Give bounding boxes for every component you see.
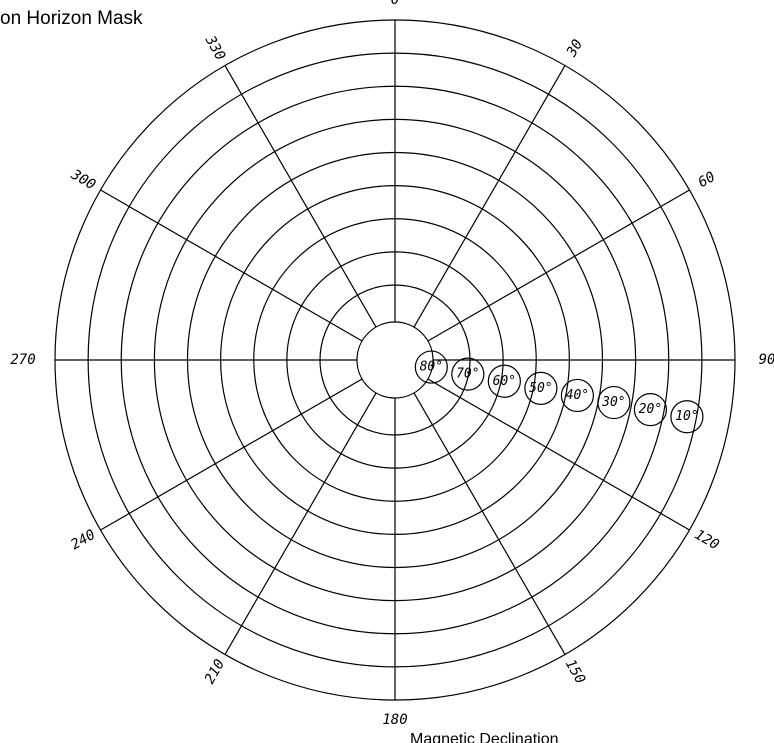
radial-line xyxy=(413,392,566,655)
azimuth-label: 180 xyxy=(382,712,407,728)
elevation-marker xyxy=(597,385,631,420)
elevation-label: 20° xyxy=(639,402,662,417)
azimuth-label: 120 xyxy=(692,527,722,554)
footer: Magnetic Declination xyxy=(410,731,559,743)
radial-line xyxy=(427,189,690,342)
elevation-marker xyxy=(560,378,594,413)
radial-line xyxy=(100,189,363,342)
radial-line xyxy=(224,392,377,655)
elevation-label: 80° xyxy=(420,360,443,375)
azimuth-label: 330 xyxy=(201,32,228,63)
elevation-marker xyxy=(524,371,558,405)
azimuth-label: 300 xyxy=(67,166,98,193)
azimuth-label: 240 xyxy=(68,527,98,554)
elevation-marker xyxy=(451,357,485,391)
elevation-label: 70° xyxy=(456,367,479,382)
radial-line xyxy=(224,65,377,328)
elevation-marker xyxy=(670,400,704,434)
elevation-marker xyxy=(414,350,448,384)
elevation-label: 50° xyxy=(529,381,552,396)
azimuth-label: 30 xyxy=(563,37,586,60)
elevation-marker xyxy=(633,393,668,427)
azimuth-label: 270 xyxy=(10,352,35,368)
azimuth-label: 0 xyxy=(391,0,399,8)
azimuth-label: 150 xyxy=(562,657,589,687)
elevation-label: 40° xyxy=(566,388,589,403)
radial-line xyxy=(413,65,566,328)
azimuth-label: 210 xyxy=(202,657,229,687)
radial-line xyxy=(100,378,363,531)
title: on Horizon Mask xyxy=(0,8,143,29)
elevation-label: 60° xyxy=(493,374,516,389)
azimuth-label: 90 xyxy=(759,352,774,368)
radial-line xyxy=(427,378,690,531)
azimuth-label: 60 xyxy=(695,169,718,191)
elevation-label: 10° xyxy=(675,409,698,424)
elevation-label: 30° xyxy=(601,395,625,410)
elevation-marker xyxy=(487,364,521,398)
